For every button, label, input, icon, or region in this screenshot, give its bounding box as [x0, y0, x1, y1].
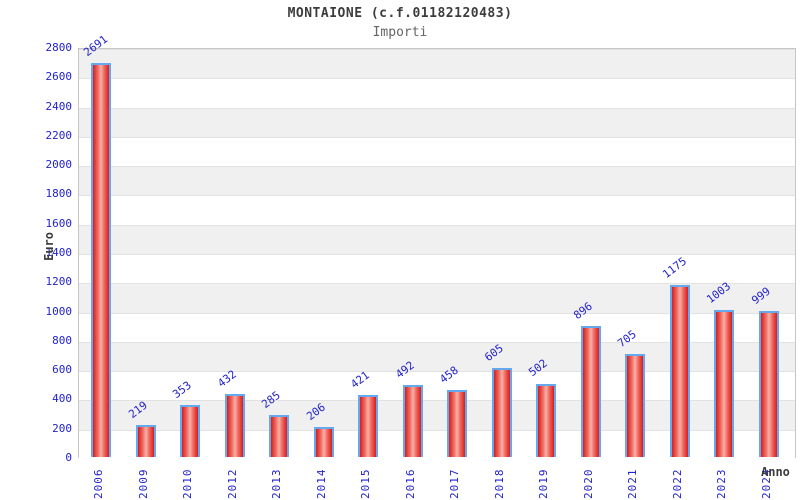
y-tick-label-0: 0: [65, 451, 72, 464]
gridline: [79, 49, 795, 50]
gridline: [79, 195, 795, 197]
gridline: [79, 78, 795, 80]
x-tick-label-2021: 2021: [626, 468, 640, 500]
chart-title: MONTAIONE (c.f.01182120483): [287, 6, 513, 21]
y-tick-label-600: 600: [52, 363, 72, 377]
y-tick-label-1600: 1600: [45, 216, 73, 230]
background-band: [79, 195, 795, 225]
y-tick-label-800: 800: [52, 333, 72, 347]
background-band: [79, 224, 795, 254]
bar-2021: [625, 353, 646, 457]
y-tick-label-1000: 1000: [45, 304, 73, 318]
x-axis-title: Anno: [761, 465, 790, 479]
gridline: [79, 254, 795, 255]
bar-2018: [491, 368, 512, 457]
bar-2023: [714, 310, 735, 457]
x-tick-label-2013: 2013: [270, 468, 284, 500]
y-tick-label-2200: 2200: [45, 128, 73, 142]
bar-2013: [269, 415, 290, 457]
y-tick-label-2800: 2800: [45, 41, 73, 54]
bar-2015: [358, 395, 379, 457]
y-tick-label-2600: 2600: [45, 70, 73, 84]
gridline: [79, 283, 795, 285]
x-tick-label-2014: 2014: [314, 468, 328, 500]
gridline: [79, 107, 795, 109]
y-tick-label-2000: 2000: [45, 158, 73, 172]
bar-2024: [759, 310, 779, 457]
background-band: [79, 107, 795, 137]
bar-2009: [135, 424, 156, 457]
background-band: [79, 136, 795, 167]
x-tick-label-2019: 2019: [537, 468, 551, 500]
x-tick-label-2020: 2020: [581, 468, 595, 500]
bar-2016: [402, 384, 423, 457]
x-tick-label-2015: 2015: [359, 468, 373, 500]
bar-2014: [313, 426, 334, 457]
x-tick-label-2018: 2018: [492, 468, 506, 500]
x-tick-label-2012: 2012: [225, 468, 239, 500]
y-tick-label-200: 200: [52, 421, 72, 435]
bar-2020: [580, 325, 601, 457]
bar-2022: [669, 284, 690, 457]
x-tick-label-2016: 2016: [403, 468, 417, 500]
bar-2019: [536, 383, 557, 457]
background-band: [79, 49, 795, 79]
x-tick-label-2006: 2006: [92, 468, 105, 500]
chart-subtitle: Importi: [372, 25, 428, 40]
y-tick-label-1400: 1400: [45, 246, 73, 259]
gridline: [79, 400, 795, 402]
background-band: [79, 254, 795, 284]
gridline: [79, 166, 795, 168]
gridline: [79, 136, 795, 138]
bar-2010: [180, 405, 201, 457]
plot-area: 2691 219 353 432 285 206 421 492 458 605 502 896 705…: [78, 33, 796, 459]
y-tick-label-1200: 1200: [45, 275, 73, 289]
y-tick-label-1800: 1800: [45, 187, 73, 201]
gridline: [79, 341, 795, 343]
bar-2017: [447, 389, 468, 457]
background-band: [79, 166, 795, 196]
x-tick-label-2009: 2009: [136, 468, 150, 500]
y-axis-title: Euro: [42, 232, 56, 261]
x-tick-label-2023: 2023: [715, 468, 729, 500]
background-band: [79, 78, 795, 108]
bar-2006: [91, 62, 111, 457]
x-tick-label-2017: 2017: [448, 468, 462, 500]
gridline: [79, 429, 795, 431]
gridline: [79, 371, 795, 373]
x-tick-label-2022: 2022: [670, 468, 684, 500]
y-tick-label-400: 400: [52, 392, 72, 406]
y-tick-label-2400: 2400: [45, 99, 73, 113]
gridline: [79, 224, 795, 226]
x-tick-label-2010: 2010: [181, 468, 195, 500]
bar-2012: [224, 393, 245, 457]
gridline: [79, 312, 795, 314]
